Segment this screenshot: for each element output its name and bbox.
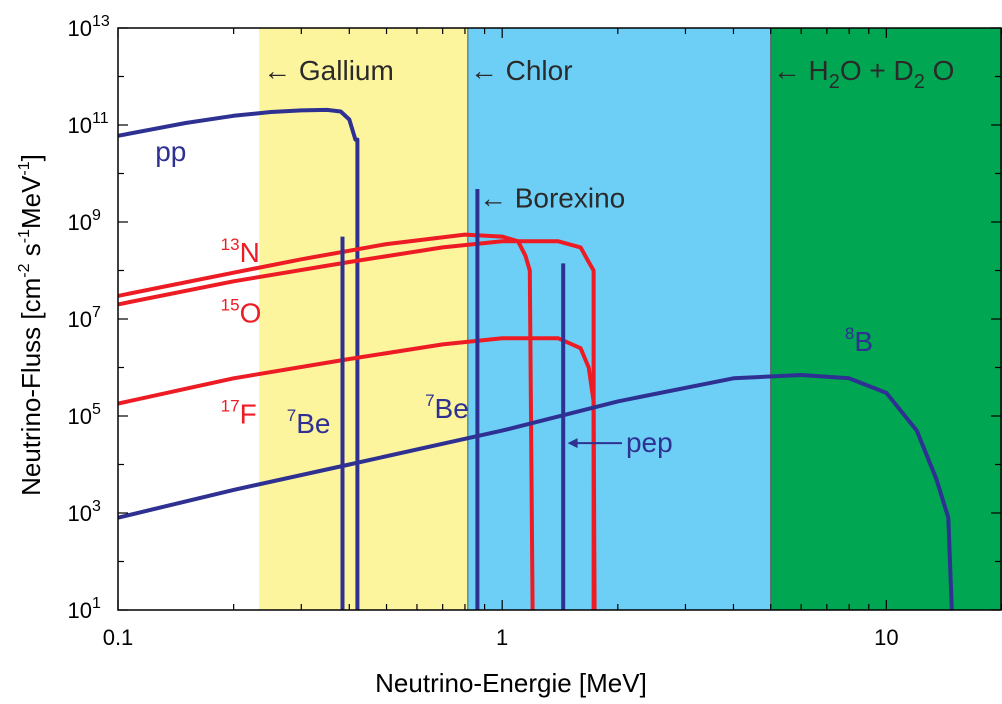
series-line-13n-1 [117, 232, 535, 611]
y-tick-label-1e11: 10 [68, 113, 92, 138]
annotation-8b: 8B [845, 324, 873, 357]
x-tick-label-10: 10 [874, 625, 898, 650]
series-line-17f-3 [117, 336, 597, 611]
series-line-8b-4 [117, 373, 954, 611]
y-axis-title: Neutrino-Fluss [cm-2 s-1MeV-1] [16, 154, 46, 496]
flux-series [117, 107, 954, 611]
y-tick-exponent-1e1: 1 [92, 595, 101, 612]
annotation-7be-right: 7Be [425, 391, 469, 424]
y-tick-exponent-1e11: 11 [92, 110, 109, 127]
y-tick-exponent-1e5: 5 [92, 401, 101, 418]
annotation-15o: 15O [221, 295, 262, 328]
annotation-pep: pep [626, 427, 673, 458]
y-tick-label-1e7: 10 [68, 307, 92, 332]
annotation-17f: 17F [221, 397, 257, 430]
chart-labels: ← Gallium ← Chlor ← H2O + D2 O pp 13N 15O 17F 7… [155, 55, 954, 458]
y-tick-label-1e13: 10 [68, 16, 92, 41]
y-tick-label-1e3: 10 [68, 501, 92, 526]
region-label-chlor: ← Chlor [470, 55, 573, 86]
y-tick-exponent-1e7: 7 [92, 304, 101, 321]
series-line-pp-0 [117, 107, 360, 610]
pep-arrow-head [567, 438, 578, 449]
y-tick-label-1e9: 10 [68, 210, 92, 235]
region-band-2 [770, 28, 1002, 610]
y-tick-exponent-1e3: 3 [92, 498, 101, 515]
annotation-pp: pp [155, 136, 186, 167]
region-band-1 [467, 28, 771, 610]
region-band-0 [259, 28, 468, 610]
series-line-15o-2 [117, 239, 596, 610]
annotation-13n: 13N [221, 235, 260, 268]
y-tick-label-1e5: 10 [68, 404, 92, 429]
y-tick-exponent-1e13: 13 [92, 13, 110, 30]
x-tick-label-0-1: 0.1 [103, 625, 134, 650]
x-axis-title: Neutrino-Energie [MeV] [375, 668, 647, 698]
detector-regions [259, 28, 1002, 610]
region-label-water: ← H2O + D2 O [773, 55, 955, 93]
annotation-7be-left: 7Be [287, 406, 331, 439]
y-tick-label-1e1: 10 [68, 598, 92, 623]
x-tick-label-1: 1 [496, 625, 508, 650]
svg-text:Neutrino-Fluss [cm-2 s-1MeV-1]: Neutrino-Fluss [cm-2 s-1MeV-1] [16, 154, 46, 496]
annotation-borexino: ← Borexino [479, 182, 625, 213]
y-tick-exponent-1e9: 9 [92, 207, 101, 224]
region-label-gallium: ← Gallium [263, 55, 394, 86]
